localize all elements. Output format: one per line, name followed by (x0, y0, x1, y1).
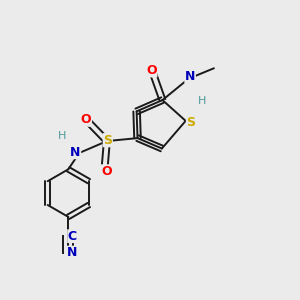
Text: O: O (146, 64, 157, 77)
Text: H: H (198, 96, 206, 106)
Text: O: O (101, 165, 112, 178)
Text: S: S (187, 116, 196, 129)
Text: H: H (58, 131, 66, 141)
Text: S: S (103, 134, 112, 147)
Text: O: O (81, 113, 92, 126)
Text: N: N (70, 146, 81, 159)
Text: C: C (68, 230, 77, 243)
Text: N: N (67, 246, 77, 259)
Text: N: N (185, 70, 195, 83)
